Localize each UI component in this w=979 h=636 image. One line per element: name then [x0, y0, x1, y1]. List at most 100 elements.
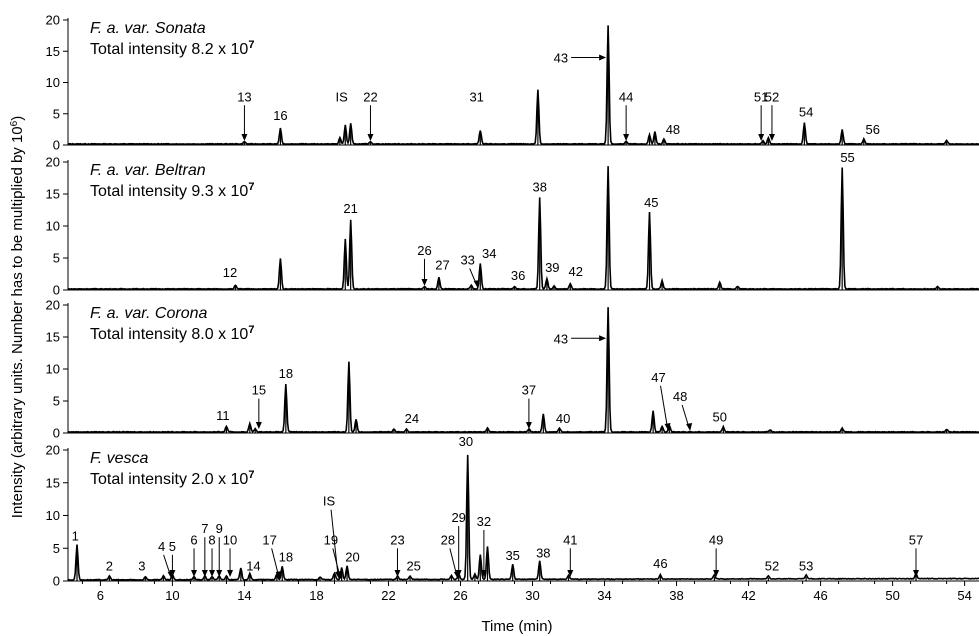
panel-title: F. a. var. Sonata — [90, 20, 206, 37]
peak-label: 41 — [563, 532, 577, 547]
peak-arrowhead — [768, 134, 775, 141]
x-tick-label: 10 — [165, 588, 179, 603]
y-tick-label: 5 — [53, 106, 60, 121]
peak-label: 52 — [765, 559, 779, 574]
peak-label: 44 — [619, 89, 633, 104]
panel-subtitle: Total intensity 2.0 x 107 — [90, 469, 254, 488]
peak-label: 24 — [405, 411, 419, 426]
y-tick-label: 20 — [46, 155, 60, 170]
x-tick-label: 50 — [885, 588, 899, 603]
peak-label: 27 — [435, 258, 449, 273]
x-tick-label: 46 — [813, 588, 827, 603]
peak-label: 11 — [216, 408, 230, 423]
peak-label: 43 — [554, 51, 568, 66]
peak-arrowhead — [335, 571, 342, 579]
peak-arrowhead — [599, 54, 607, 61]
x-axis: 6 10 14 18 22 26 30 34 38 42 46 50 54 — [81, 581, 972, 603]
peak-label: 46 — [653, 556, 667, 571]
peak-arrowhead — [367, 134, 374, 141]
y-tick-label: 20 — [46, 13, 60, 28]
peak-label: 30 — [459, 434, 473, 449]
chromatogram-trace — [67, 454, 979, 582]
x-tick-label: 26 — [453, 588, 467, 603]
peak-label: 32 — [477, 514, 491, 529]
peak-label: 14 — [246, 559, 260, 574]
y-tick-label: 0 — [53, 574, 60, 589]
peak-arrowhead — [758, 134, 765, 141]
peak-label: 20 — [345, 549, 359, 564]
peak-label: 2 — [106, 559, 113, 574]
peak-label: 3 — [138, 559, 145, 574]
x-tick-label: 22 — [381, 588, 395, 603]
peak-label: IS — [323, 494, 336, 509]
y-tick-label: 20 — [46, 443, 60, 458]
peak-label: 26 — [417, 243, 431, 258]
x-tick-label: 18 — [309, 588, 323, 603]
peak-label: 57 — [909, 532, 923, 547]
panel-title: F. a. var. Beltran — [90, 162, 206, 179]
peak-label: 42 — [568, 264, 582, 279]
y-tick-label: 5 — [53, 541, 60, 556]
peak-arrowhead — [227, 570, 234, 577]
peak-arrowhead — [455, 570, 462, 577]
peak-label: 53 — [799, 559, 813, 574]
y-tick-label: 10 — [46, 75, 60, 90]
peak-label: 18 — [279, 549, 293, 564]
peak-label: 1 — [72, 528, 79, 543]
peak-label: 45 — [644, 195, 658, 210]
peak-label: 17 — [262, 532, 276, 547]
peak-label: 23 — [390, 532, 404, 547]
chromatogram-trace — [67, 307, 979, 434]
peak-label: 54 — [799, 104, 813, 119]
peak-label: 9 — [216, 521, 223, 536]
peak-arrowhead — [599, 335, 607, 342]
peak-label: 38 — [532, 179, 546, 194]
peak-arrowhead — [394, 570, 401, 577]
peak-arrowhead — [241, 134, 248, 141]
peak-label: 36 — [511, 268, 525, 283]
chromatogram-trace — [67, 25, 979, 146]
x-tick-label: 6 — [97, 588, 104, 603]
peak-label: 43 — [554, 331, 568, 346]
peak-arrow — [660, 385, 669, 429]
peak-label: 52 — [765, 89, 779, 104]
peak-arrowhead — [525, 422, 532, 429]
peak-label: 7 — [201, 521, 208, 536]
peak-label: 40 — [556, 411, 570, 426]
peak-arrowhead — [912, 570, 919, 577]
x-tick-label: 30 — [525, 588, 539, 603]
peak-arrow — [449, 548, 458, 577]
peak-label: 22 — [363, 89, 377, 104]
x-tick-label: 14 — [237, 588, 251, 603]
peak-label: 48 — [666, 122, 680, 137]
peak-label: 49 — [709, 532, 723, 547]
peak-arrowhead — [480, 570, 487, 577]
peak-label: 47 — [651, 370, 665, 385]
peak-label: 12 — [223, 265, 237, 280]
chromatogram-trace — [68, 166, 979, 291]
peak-label: IS — [336, 89, 349, 104]
peak-arrowhead — [473, 280, 480, 288]
peak-label: 37 — [522, 383, 536, 398]
y-axis-label: Intensity (arbitrary units. Number has t… — [9, 116, 26, 518]
peak-arrow — [330, 509, 339, 577]
peak-label: 51 — [754, 89, 768, 104]
y-tick-label: 15 — [46, 187, 60, 202]
peak-label: 55 — [840, 150, 854, 165]
peak-label: 31 — [469, 89, 483, 104]
y-tick-label: 10 — [46, 219, 60, 234]
peak-arrowhead — [567, 570, 574, 577]
peak-label: 19 — [324, 532, 338, 547]
peak-arrowhead — [421, 279, 428, 286]
peak-label: 13 — [237, 89, 251, 104]
y-tick-label: 0 — [53, 283, 60, 298]
peak-label: 29 — [451, 510, 465, 525]
peak-label: 48 — [673, 389, 687, 404]
y-tick-label: 0 — [53, 138, 60, 153]
y-tick-label: 15 — [46, 44, 60, 59]
peak-label: 8 — [208, 532, 215, 547]
panel-title: F. a. var. Corona — [90, 305, 207, 322]
